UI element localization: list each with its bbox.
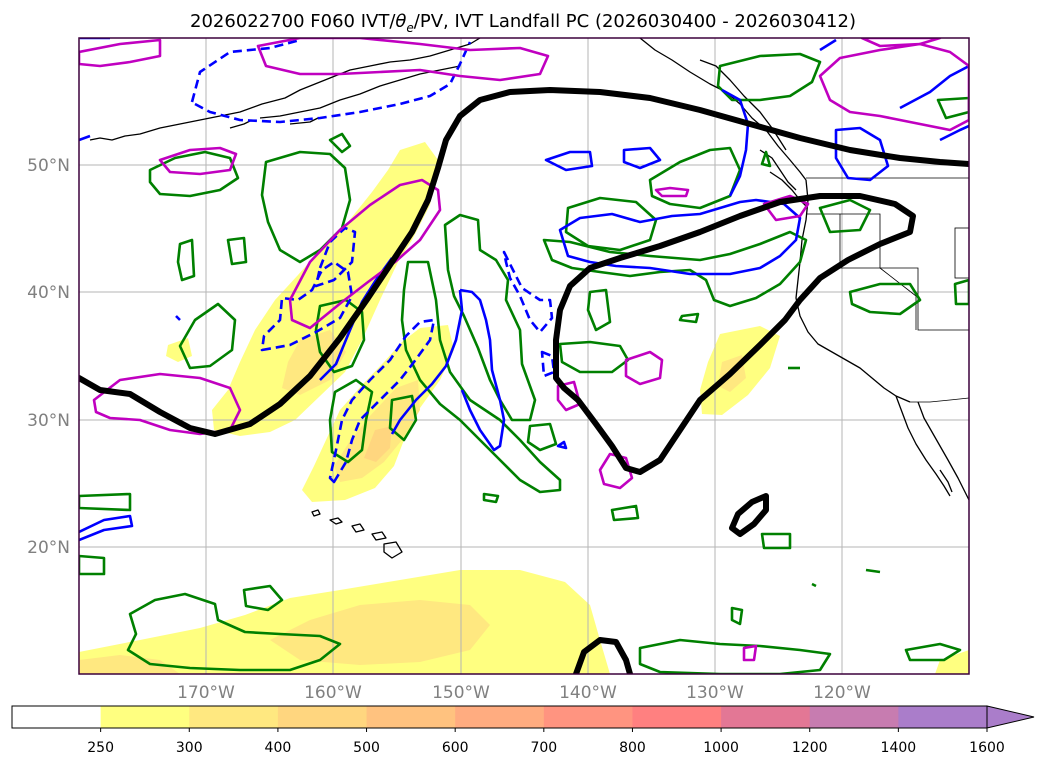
colorbar-swatches — [12, 706, 988, 728]
colorbar-tick-label: 800 — [619, 740, 646, 756]
coastlines — [89, 38, 969, 559]
latitude-axis: 50°N 40°N 30°N 20°N — [27, 156, 70, 558]
colorbar-labels: 250 300 400 500 600 700 800 1000 1200 1400 1600 — [87, 728, 1005, 756]
colorbar-swatch — [12, 706, 102, 728]
colorbar-extend-arrow — [986, 705, 1035, 729]
lat-label-20n: 20°N — [27, 538, 70, 558]
colorbar-swatch — [100, 706, 190, 728]
longitude-axis: 170°W 160°W 150°W 140°W 130°W 120°W — [177, 683, 871, 703]
map-title: 2026022700 F060 IVT/θe/PV, IVT Landfall … — [190, 11, 856, 35]
colorbar-tick-label: 1600 — [969, 740, 1005, 756]
map-panel — [79, 38, 969, 674]
lat-label-50n: 50°N — [27, 156, 70, 176]
landfall-pc-contours — [79, 87, 969, 674]
lon-label-140w: 140°W — [559, 683, 617, 703]
lon-label-120w: 120°W — [813, 683, 871, 703]
colorbar-tick-label: 500 — [353, 740, 380, 756]
lon-label-130w: 130°W — [686, 683, 744, 703]
lat-label-30n: 30°N — [27, 411, 70, 431]
colorbar-swatch — [721, 706, 811, 728]
lon-label-150w: 150°W — [432, 683, 490, 703]
lon-label-160w: 160°W — [304, 683, 362, 703]
colorbar-swatch — [809, 706, 899, 728]
colorbar-tick-label: 1200 — [792, 740, 828, 756]
colorbar-swatch — [543, 706, 633, 728]
colorbar-tick-label: 250 — [87, 740, 114, 756]
colorbar-tick-label: 400 — [265, 740, 292, 756]
pv-magenta-contours — [79, 38, 969, 662]
colorbar-swatch — [455, 706, 545, 728]
colorbar-swatch — [366, 706, 456, 728]
colorbar-tick-label: 1000 — [703, 740, 739, 756]
lon-label-170w: 170°W — [177, 683, 235, 703]
colorbar-tick-label: 300 — [176, 740, 203, 756]
colorbar-swatch — [277, 706, 368, 728]
map-frame — [78, 37, 970, 675]
colorbar-swatch — [898, 706, 988, 728]
colorbar: 250 300 400 500 600 700 800 1000 1200 1400 1600 — [11, 705, 1035, 756]
colorbar-tick-label: 600 — [442, 740, 469, 756]
colorbar-outline — [11, 705, 988, 729]
colorbar-swatch — [189, 706, 279, 728]
colorbar-tick-label: 1400 — [881, 740, 917, 756]
colorbar-swatch — [632, 706, 722, 728]
gridlines — [79, 38, 969, 674]
colorbar-tick-label: 700 — [530, 740, 557, 756]
lat-label-40n: 40°N — [27, 283, 70, 303]
